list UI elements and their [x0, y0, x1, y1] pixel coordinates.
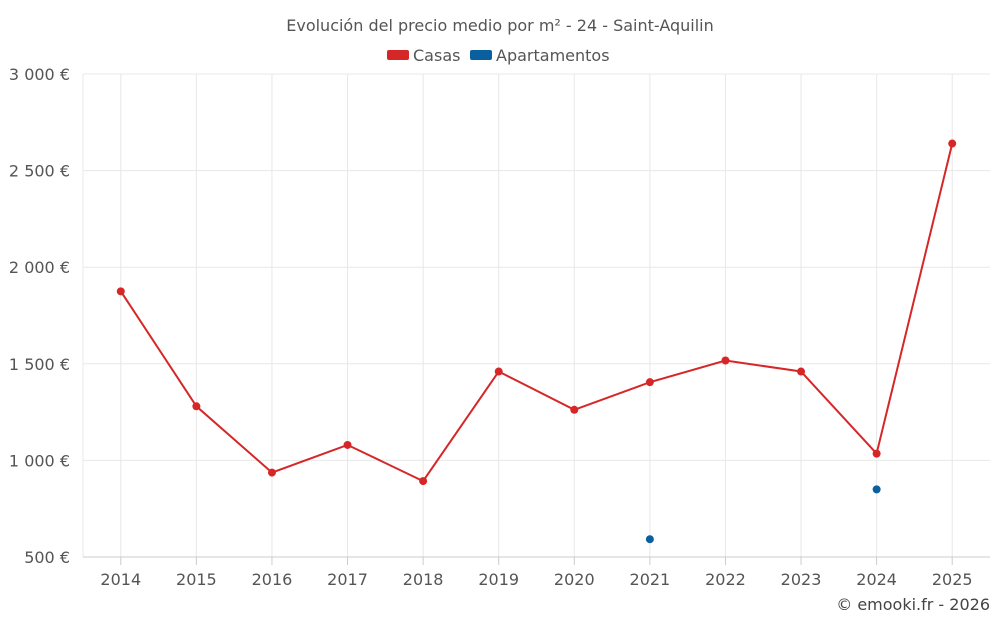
data-point-casas[interactable]	[570, 405, 579, 414]
data-point-apartamentos[interactable]	[645, 535, 654, 544]
data-point-casas[interactable]	[645, 378, 654, 387]
data-point-casas[interactable]	[948, 139, 957, 148]
data-point-apartamentos[interactable]	[872, 485, 881, 494]
legend-label-casas[interactable]: Casas	[413, 46, 460, 65]
legend-swatch-apartamentos	[470, 50, 492, 60]
legend-label-apartamentos[interactable]: Apartamentos	[496, 46, 610, 65]
x-tick-label: 2022	[705, 570, 746, 589]
y-tick-label: 500 €	[24, 548, 70, 567]
x-tick-label: 2020	[554, 570, 595, 589]
data-point-casas[interactable]	[721, 356, 730, 365]
x-tick-label: 2017	[327, 570, 368, 589]
y-tick-label: 1 000 €	[9, 451, 70, 470]
data-point-casas[interactable]	[419, 477, 428, 486]
x-tick-label: 2025	[932, 570, 973, 589]
legend: Casas Apartamentos	[387, 46, 610, 65]
data-point-casas[interactable]	[797, 367, 806, 376]
y-tick-label: 3 000 €	[9, 65, 70, 84]
series-line-casas	[119, 143, 954, 483]
chart-title: Evolución del precio medio por m² - 24 -…	[286, 16, 714, 35]
data-point-casas[interactable]	[343, 440, 352, 449]
credit-text: © emooki.fr - 2026	[836, 595, 990, 614]
x-tick-label: 2021	[630, 570, 671, 589]
x-tick-label: 2018	[403, 570, 444, 589]
x-tick-label: 2016	[252, 570, 293, 589]
y-tick-label: 2 500 €	[9, 162, 70, 181]
y-tick-label: 2 000 €	[9, 258, 70, 277]
x-tick-label: 2015	[176, 570, 217, 589]
x-tick-label: 2019	[478, 570, 519, 589]
data-point-casas[interactable]	[494, 367, 503, 376]
y-tick-label: 1 500 €	[9, 355, 70, 374]
x-tick-label: 2014	[100, 570, 141, 589]
data-point-casas[interactable]	[116, 287, 125, 296]
data-point-casas[interactable]	[267, 468, 276, 477]
data-point-casas[interactable]	[192, 402, 201, 411]
legend-swatch-casas	[387, 50, 409, 60]
data-point-casas[interactable]	[872, 449, 881, 458]
x-tick-label: 2023	[781, 570, 822, 589]
x-tick-label: 2024	[856, 570, 897, 589]
